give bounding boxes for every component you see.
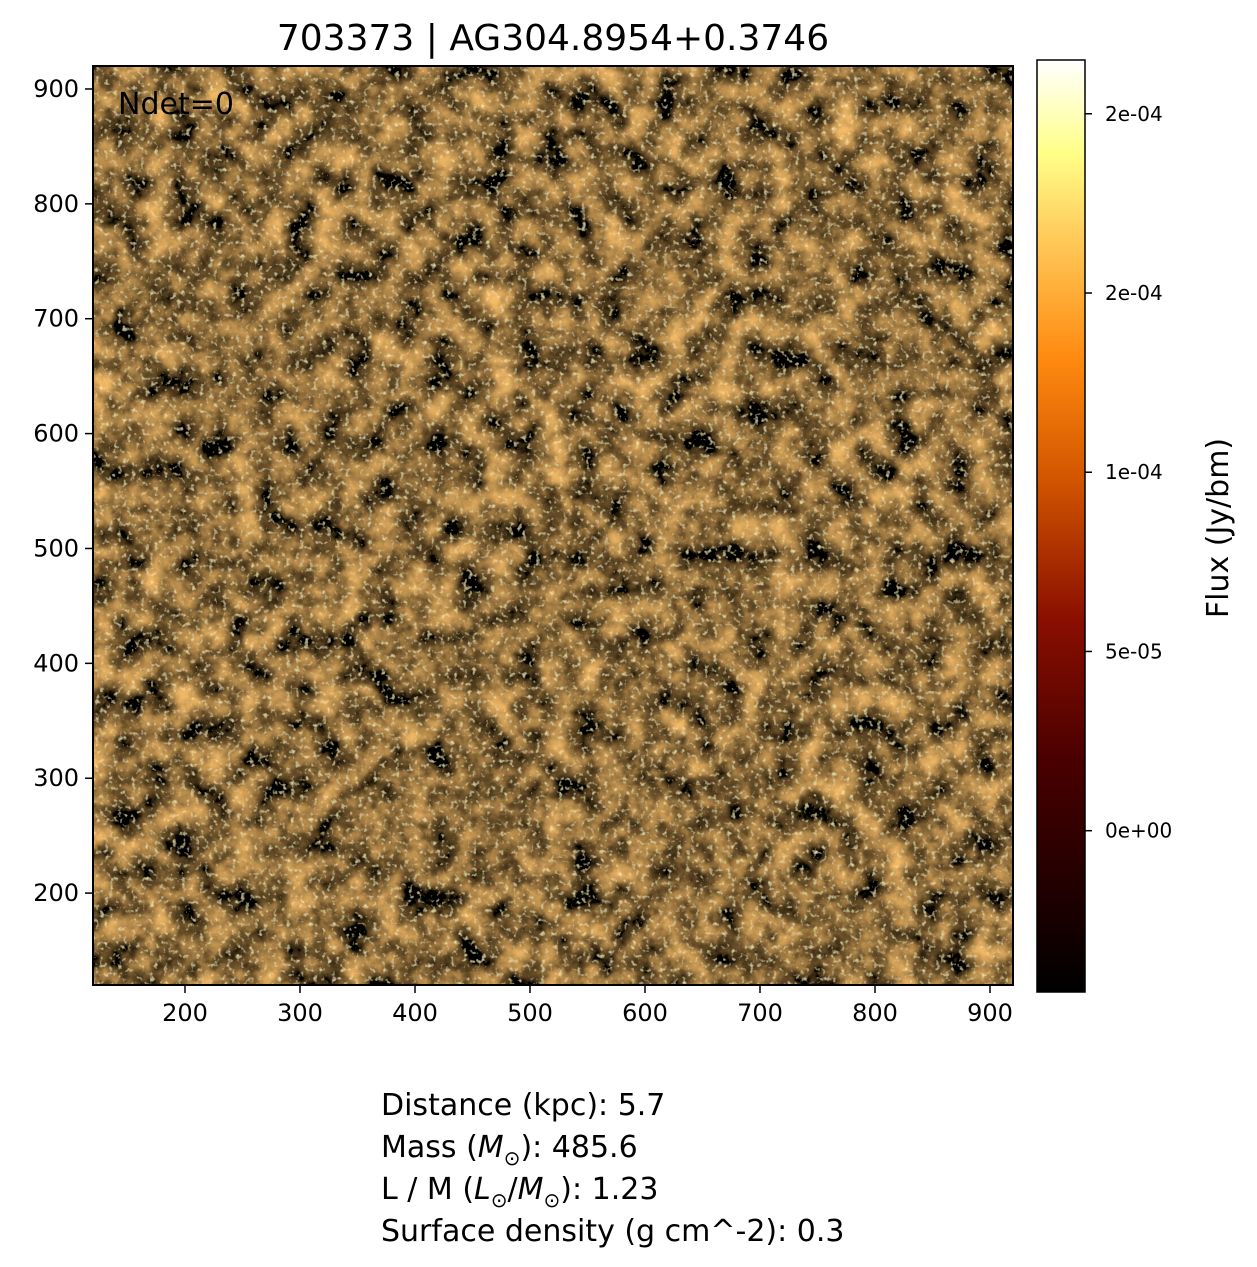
info-block: Distance (kpc): 5.7 Mass (M⊙): 485.6 L /… — [381, 1088, 844, 1249]
colorbar-ticks: 0e+00 5e-05 1e-04 2e-04 2e-04 — [1085, 102, 1172, 843]
y-tick-label: 300 — [33, 764, 79, 792]
x-tick-label: 600 — [622, 999, 668, 1027]
mass-line: Mass (M⊙): 485.6 — [381, 1130, 638, 1170]
x-axis-ticks: 200 300 400 500 600 700 800 900 — [162, 985, 1013, 1027]
colorbar-tick-label: 2e-04 — [1105, 281, 1163, 305]
distance-line: Distance (kpc): 5.7 — [381, 1088, 665, 1123]
colorbar-tick-label: 0e+00 — [1105, 819, 1172, 843]
y-tick-label: 800 — [33, 190, 79, 218]
surface-density-line: Surface density (g cm^-2): 0.3 — [381, 1214, 844, 1249]
x-tick-label: 400 — [392, 999, 438, 1027]
x-tick-label: 200 — [162, 999, 208, 1027]
colorbar — [1036, 59, 1086, 993]
x-tick-label: 300 — [277, 999, 323, 1027]
x-tick-label: 700 — [737, 999, 783, 1027]
flux-map — [93, 66, 1013, 985]
x-tick-label: 900 — [967, 999, 1013, 1027]
y-tick-label: 200 — [33, 879, 79, 907]
y-tick-label: 900 — [33, 75, 79, 103]
y-tick-label: 400 — [33, 649, 79, 677]
ndet-annotation: Ndet=0 — [118, 87, 234, 122]
chart-title: 703373 | AG304.8954+0.3746 — [277, 18, 829, 59]
lm-line: L / M (L⊙/M⊙): 1.23 — [381, 1172, 658, 1212]
colorbar-tick-label: 5e-05 — [1105, 639, 1163, 663]
y-tick-label: 700 — [33, 305, 79, 333]
x-tick-label: 500 — [507, 999, 553, 1027]
x-tick-label: 800 — [852, 999, 898, 1027]
plot-frame — [92, 65, 1014, 986]
y-axis-ticks: 200 300 400 500 600 700 800 900 — [33, 75, 93, 907]
y-tick-label: 500 — [33, 534, 79, 562]
colorbar-label: Flux (Jy/bm) — [1201, 438, 1236, 618]
colorbar-tick-label: 1e-04 — [1105, 460, 1163, 484]
colorbar-tick-label: 2e-04 — [1105, 102, 1163, 126]
y-tick-label: 600 — [33, 420, 79, 448]
